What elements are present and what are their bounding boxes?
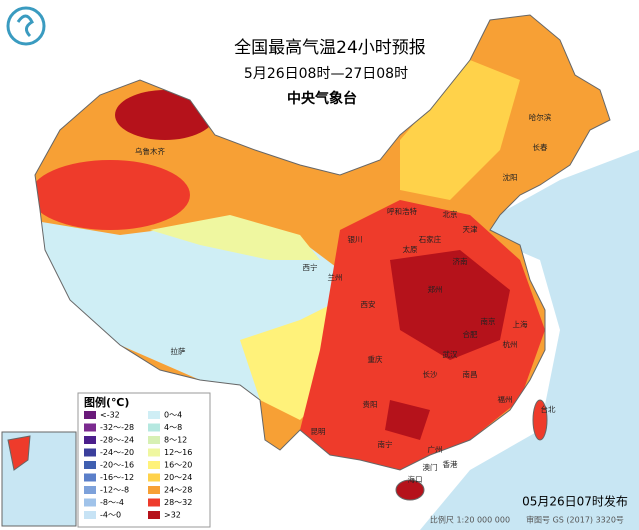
legend-swatch: [148, 461, 160, 469]
city-label: 重庆: [368, 354, 383, 364]
city-label: 济南: [453, 256, 468, 266]
city-label: 拉萨: [171, 346, 186, 356]
city-label: 长沙: [423, 369, 438, 379]
taiwan: [532, 399, 548, 441]
legend-swatch: [148, 436, 160, 444]
legend-swatch: [148, 498, 160, 507]
city-label: 南京: [481, 316, 496, 326]
legend-swatch: [148, 486, 160, 494]
inset-land: [7, 435, 31, 471]
legend-swatch: [84, 461, 96, 469]
legend-title: 图例(℃): [84, 395, 129, 409]
legend-label: 4～8: [164, 423, 182, 432]
issued: 05月26日07时发布: [522, 494, 628, 509]
city-label: 台北: [541, 404, 556, 414]
scale: 比例尺 1:20 000 000: [430, 515, 510, 525]
legend-swatch: [84, 423, 96, 432]
city-label: 南宁: [378, 439, 393, 449]
city-label: 呼和浩特: [387, 206, 417, 216]
legend-label: -28～-24: [100, 436, 134, 445]
agency: 中央气象台: [287, 90, 357, 107]
city-label: 合肥: [463, 329, 478, 339]
legend-swatch: [148, 448, 160, 457]
city-label: 杭州: [503, 339, 518, 349]
legend-label: -12～-8: [100, 486, 129, 495]
subtitle: 5月26日08时—27日08时: [244, 66, 408, 82]
city-label: 澳门: [423, 462, 438, 472]
city-label: 南昌: [463, 369, 478, 379]
city-label: 香港: [443, 459, 458, 469]
legend-swatch: [148, 511, 160, 519]
approval: 审图号 GS (2017) 3320号: [526, 515, 624, 525]
city-label: 石家庄: [419, 234, 442, 244]
legend-label: -20～-16: [100, 461, 134, 470]
legend-label: -8～-4: [100, 498, 124, 507]
city-label: 兰州: [328, 272, 343, 282]
legend-label: -32～-28: [100, 423, 134, 432]
city-label: 海口: [408, 474, 423, 484]
legend-swatch: [84, 511, 96, 519]
city-label: 北京: [443, 209, 458, 219]
legend-swatch: [84, 486, 96, 494]
legend-swatch: [148, 473, 160, 482]
city-label: 银川: [348, 235, 363, 244]
sea: [420, 150, 639, 530]
city-label: 上海: [513, 319, 528, 329]
city-label: 天津: [463, 225, 478, 234]
legend: <-32 -32～-28 -28～-24 -24～-20 -20～-16 -16～-12 -…: [84, 411, 192, 520]
legend-label: 20～24: [164, 473, 192, 482]
legend-label: 8～12: [164, 436, 187, 445]
legend-box: [77, 392, 211, 528]
legend-label: 16～20: [164, 461, 192, 470]
legend-label: -24～-20: [100, 448, 134, 457]
legend-swatch: [84, 498, 96, 507]
legend-swatch: [84, 448, 96, 457]
title: 全国最高气温24小时预报: [234, 38, 426, 58]
city-label: 西安: [361, 299, 376, 309]
city-label: 沈阳: [503, 172, 518, 182]
city-label: 西宁: [303, 262, 318, 272]
city-label: 贵阳: [363, 399, 378, 409]
legend-swatch: [84, 411, 96, 419]
legend-label: 28～32: [164, 498, 192, 507]
legend-swatch: [148, 411, 160, 419]
city-label: 哈尔滨: [529, 112, 552, 122]
city-label: 郑州: [428, 284, 443, 294]
legend-label: 12～16: [164, 448, 192, 457]
hainan: [395, 479, 425, 501]
logo-mark: [16, 14, 34, 38]
city-label: 乌鲁木齐: [135, 146, 165, 156]
city-label: 福州: [498, 395, 513, 404]
city-label: 长春: [533, 142, 548, 152]
city-label: 武汉: [443, 349, 458, 359]
legend-label: 24～28: [164, 486, 192, 495]
legend-swatch: [84, 473, 96, 482]
city-label: 广州: [428, 444, 443, 454]
legend-label: <-32: [100, 411, 120, 420]
legend-label: >32: [164, 511, 181, 520]
city-label: 太原: [403, 244, 418, 254]
legend-swatch: [148, 423, 160, 432]
city-label: 昆明: [311, 427, 326, 436]
legend-label: -16～-12: [100, 473, 134, 482]
legend-label: 0～4: [164, 411, 182, 420]
legend-swatch: [84, 436, 96, 444]
legend-label: -4～0: [100, 511, 121, 520]
